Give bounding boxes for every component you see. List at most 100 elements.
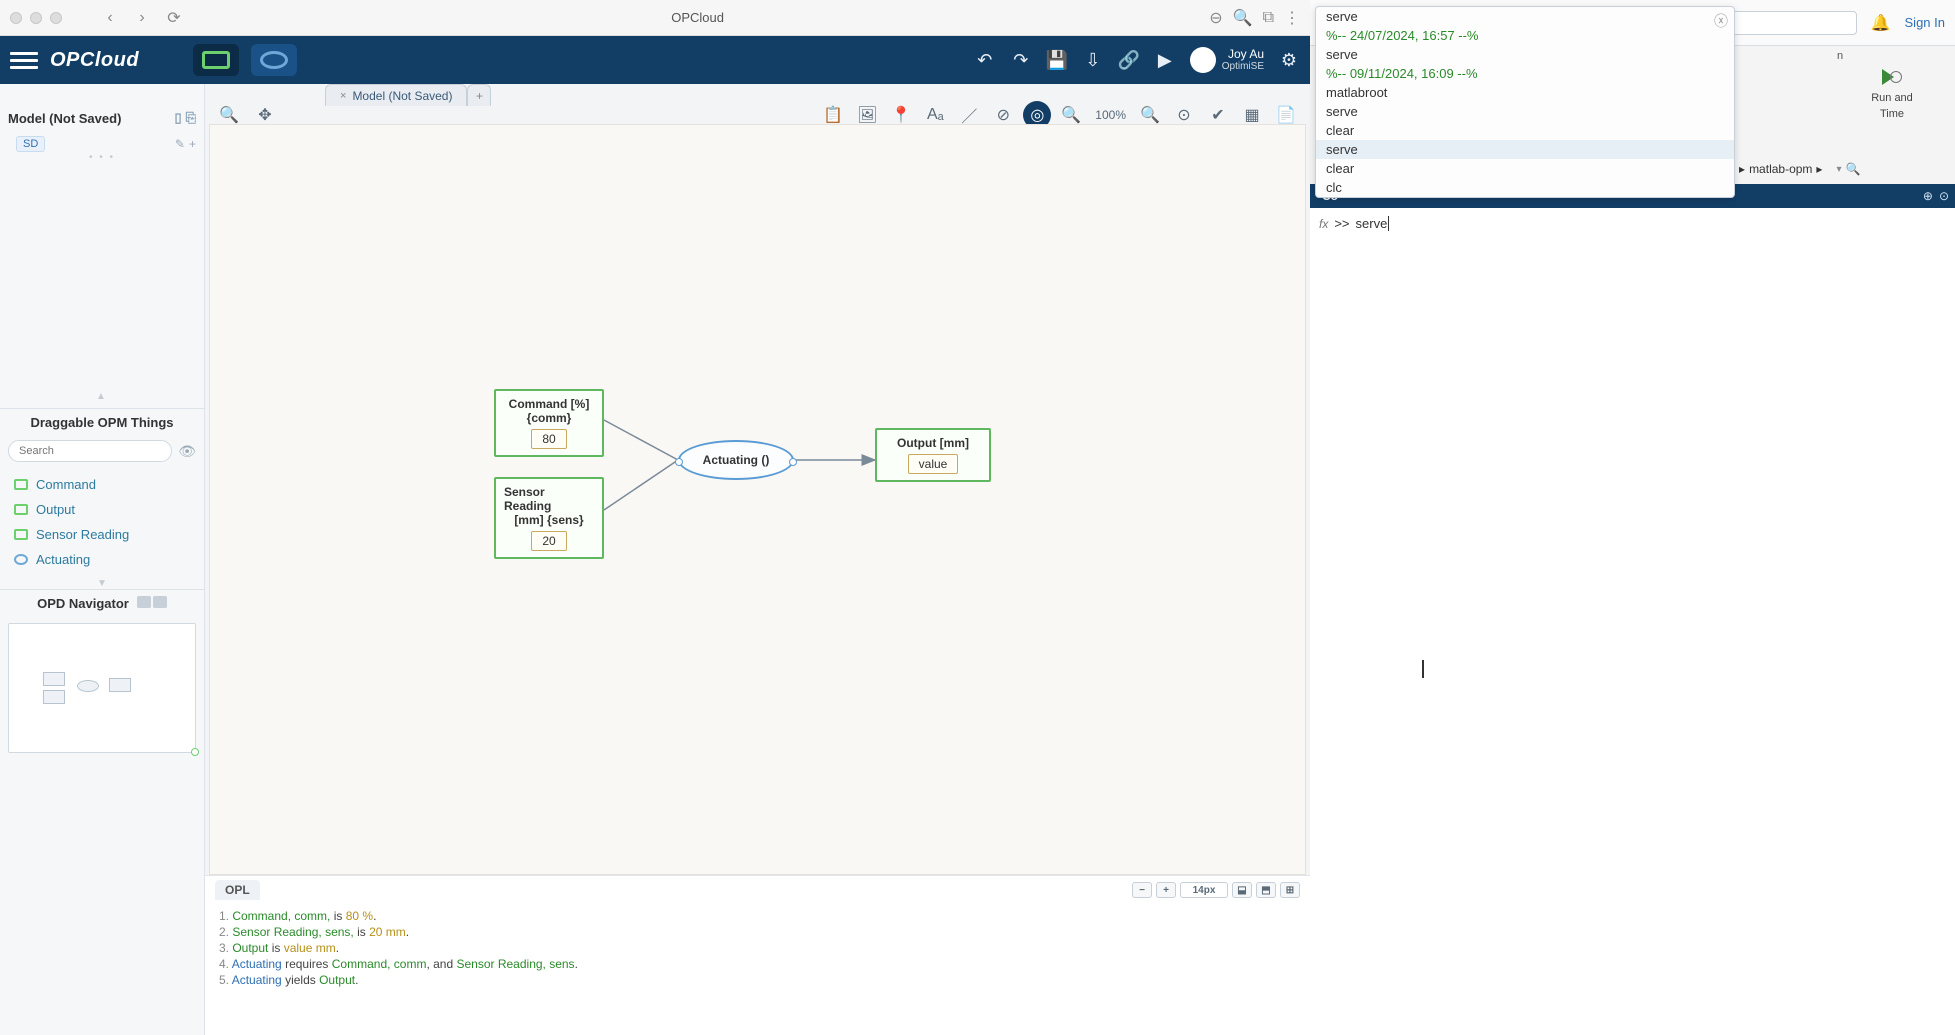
opl-btn2[interactable]: ⬒ — [1256, 882, 1276, 898]
extensions-icon[interactable]: ⧉ — [1263, 9, 1274, 27]
path-bar[interactable]: ▾ ▸ matlab-opm ▸ ▾ 🔍 — [1730, 162, 1860, 176]
sign-in-link[interactable]: Sign In — [1905, 15, 1945, 30]
diagram-canvas[interactable]: Command [%]{comm}80 Sensor Reading[mm] {s… — [209, 124, 1306, 875]
opl-tab[interactable]: OPL — [215, 880, 260, 900]
grip[interactable]: ▼ — [0, 578, 204, 589]
add-icon[interactable]: + — [189, 137, 196, 151]
text-caret — [1422, 660, 1424, 678]
thing-item[interactable]: Sensor Reading — [0, 522, 204, 547]
traffic-light-close[interactable] — [10, 12, 22, 24]
diagram-process[interactable]: Actuating () — [678, 440, 794, 480]
opd-minimap[interactable] — [8, 623, 196, 753]
path-segment: matlab-opm — [1749, 162, 1812, 176]
history-line[interactable]: clc — [1316, 178, 1734, 197]
history-line[interactable]: serve — [1316, 7, 1734, 26]
user-menu[interactable]: Joy Au OptimiSE — [1190, 47, 1264, 73]
collapse-up-icon[interactable]: ▲ — [96, 391, 108, 402]
nav-back-icon[interactable]: ‹ — [98, 6, 122, 30]
history-line[interactable]: serve — [1316, 102, 1734, 121]
history-line[interactable]: clear — [1316, 121, 1734, 140]
traffic-light-max[interactable] — [50, 12, 62, 24]
thing-item[interactable]: Output — [0, 497, 204, 522]
opl-btn1[interactable]: ⬓ — [1232, 882, 1252, 898]
object-glyph-icon — [14, 479, 28, 490]
browser-chrome: ‹ › ⟳ OPCloud ⊖ 🔍 ⧉ ⋮ — [0, 0, 1310, 36]
thing-label: Sensor Reading — [36, 527, 129, 542]
settings-gear-icon[interactable]: ⚙ — [1278, 49, 1300, 71]
object-glyph-icon — [14, 504, 28, 515]
history-line[interactable]: %-- 09/11/2024, 16:09 --% — [1316, 64, 1734, 83]
opl-plus-icon[interactable]: + — [1156, 882, 1176, 898]
grip[interactable]: • • • — [89, 152, 115, 163]
search-input[interactable] — [8, 440, 172, 462]
nav-fwd-icon[interactable]: › — [130, 6, 154, 30]
redo-icon[interactable]: ↷ — [1010, 49, 1032, 71]
save-icon[interactable]: 💾 — [1046, 49, 1068, 71]
prompt-input: serve — [1356, 216, 1390, 231]
canvas-column: 🔍 ✥ 📋 🖼 📍 Aₐ ／ ⊘ ◎ 🔍 100% 🔍 ⊙ ✔ ▦ — [205, 84, 1310, 1035]
run-and-time-button[interactable]: n Run and Time — [1837, 50, 1947, 120]
model-tab-label: Model (Not Saved) — [352, 89, 452, 103]
command-window-body[interactable] — [1310, 208, 1955, 1035]
menu-button[interactable] — [10, 52, 38, 69]
user-name: Joy Au — [1222, 48, 1264, 61]
opl-fontsize[interactable]: 14px — [1180, 882, 1228, 898]
visibility-icon[interactable]: 👁 — [178, 443, 196, 460]
navigator-view-icons[interactable] — [135, 596, 167, 611]
process-tool-button[interactable] — [251, 44, 297, 76]
thing-label: Command — [36, 477, 96, 492]
maximize-icon[interactable]: ⊕ — [1923, 189, 1933, 203]
new-tab-button[interactable]: + — [467, 84, 491, 106]
prompt-gt: >> — [1334, 216, 1349, 231]
user-org: OptimiSE — [1222, 61, 1264, 72]
history-line[interactable]: serve — [1316, 140, 1734, 159]
model-tab[interactable]: × Model (Not Saved) — [325, 84, 467, 106]
object-tool-button[interactable] — [193, 44, 239, 76]
diagram-object[interactable]: Output [mm]value — [875, 428, 991, 482]
diagram-object[interactable]: Command [%]{comm}80 — [494, 389, 604, 457]
traffic-light-min[interactable] — [30, 12, 42, 24]
zoom-label[interactable]: 100% — [1091, 108, 1130, 122]
opl-list: 1. Command, comm, is 80 %. 2. Sensor Rea… — [205, 904, 1310, 992]
menu-icon[interactable]: ⋮ — [1284, 8, 1300, 28]
run-time-l2: Time — [1880, 108, 1904, 120]
run-icon[interactable]: ▶ — [1154, 49, 1176, 71]
edit-icon[interactable]: ✎ — [175, 137, 185, 151]
history-line[interactable]: matlabroot — [1316, 83, 1734, 102]
close-tab-icon[interactable]: × — [340, 90, 346, 102]
opl-btn3[interactable]: ⊞ — [1280, 882, 1300, 898]
command-prompt[interactable]: fx >> serve — [1315, 214, 1735, 233]
link-icon[interactable]: 🔗 — [1118, 49, 1140, 71]
undo-icon[interactable]: ↶ — [974, 49, 996, 71]
diagram-object[interactable]: Sensor Reading[mm] {sens}20 — [494, 477, 604, 559]
things-list: Command Output Sensor Reading Actuating — [0, 466, 204, 578]
export-icon[interactable]: ⇩ — [1082, 49, 1104, 71]
zoom-out-icon[interactable]: ⊖ — [1209, 8, 1222, 28]
draggable-title: Draggable OPM Things — [0, 408, 204, 436]
copy-icon[interactable]: ⎘ — [186, 110, 196, 126]
model-title: Model (Not Saved) — [8, 111, 121, 126]
bell-icon[interactable]: 🔔 — [1871, 13, 1891, 33]
object-glyph-icon — [14, 529, 28, 540]
thing-label: Actuating — [36, 552, 90, 567]
thing-item[interactable]: Actuating — [0, 547, 204, 572]
history-line[interactable]: clear — [1316, 159, 1734, 178]
panel-menu-icon[interactable]: ⊙ — [1939, 189, 1949, 203]
panel-icon[interactable]: ▯ — [174, 110, 181, 126]
run-time-l1: Run and — [1871, 92, 1913, 104]
opl-minus-icon[interactable]: − — [1132, 882, 1152, 898]
diagram-value: value — [908, 454, 959, 474]
zoom-in-icon[interactable]: 🔍 — [1233, 8, 1253, 28]
close-icon[interactable]: ⓧ — [1714, 11, 1728, 31]
browser-title: OPCloud — [194, 10, 1201, 25]
avatar — [1190, 47, 1216, 73]
history-line[interactable]: %-- 24/07/2024, 16:57 --% — [1316, 26, 1734, 45]
fx-icon: fx — [1319, 217, 1328, 231]
diagram-value: 20 — [531, 531, 566, 551]
command-history-popup[interactable]: ⓧ serve%-- 24/07/2024, 16:57 --%serve%--… — [1315, 6, 1735, 198]
path-search-icon[interactable]: 🔍 — [1845, 162, 1860, 176]
history-line[interactable]: serve — [1316, 45, 1734, 64]
nav-reload-icon[interactable]: ⟳ — [162, 6, 186, 30]
thing-item[interactable]: Command — [0, 472, 204, 497]
opcloud-logo: OPCloud — [50, 49, 139, 72]
